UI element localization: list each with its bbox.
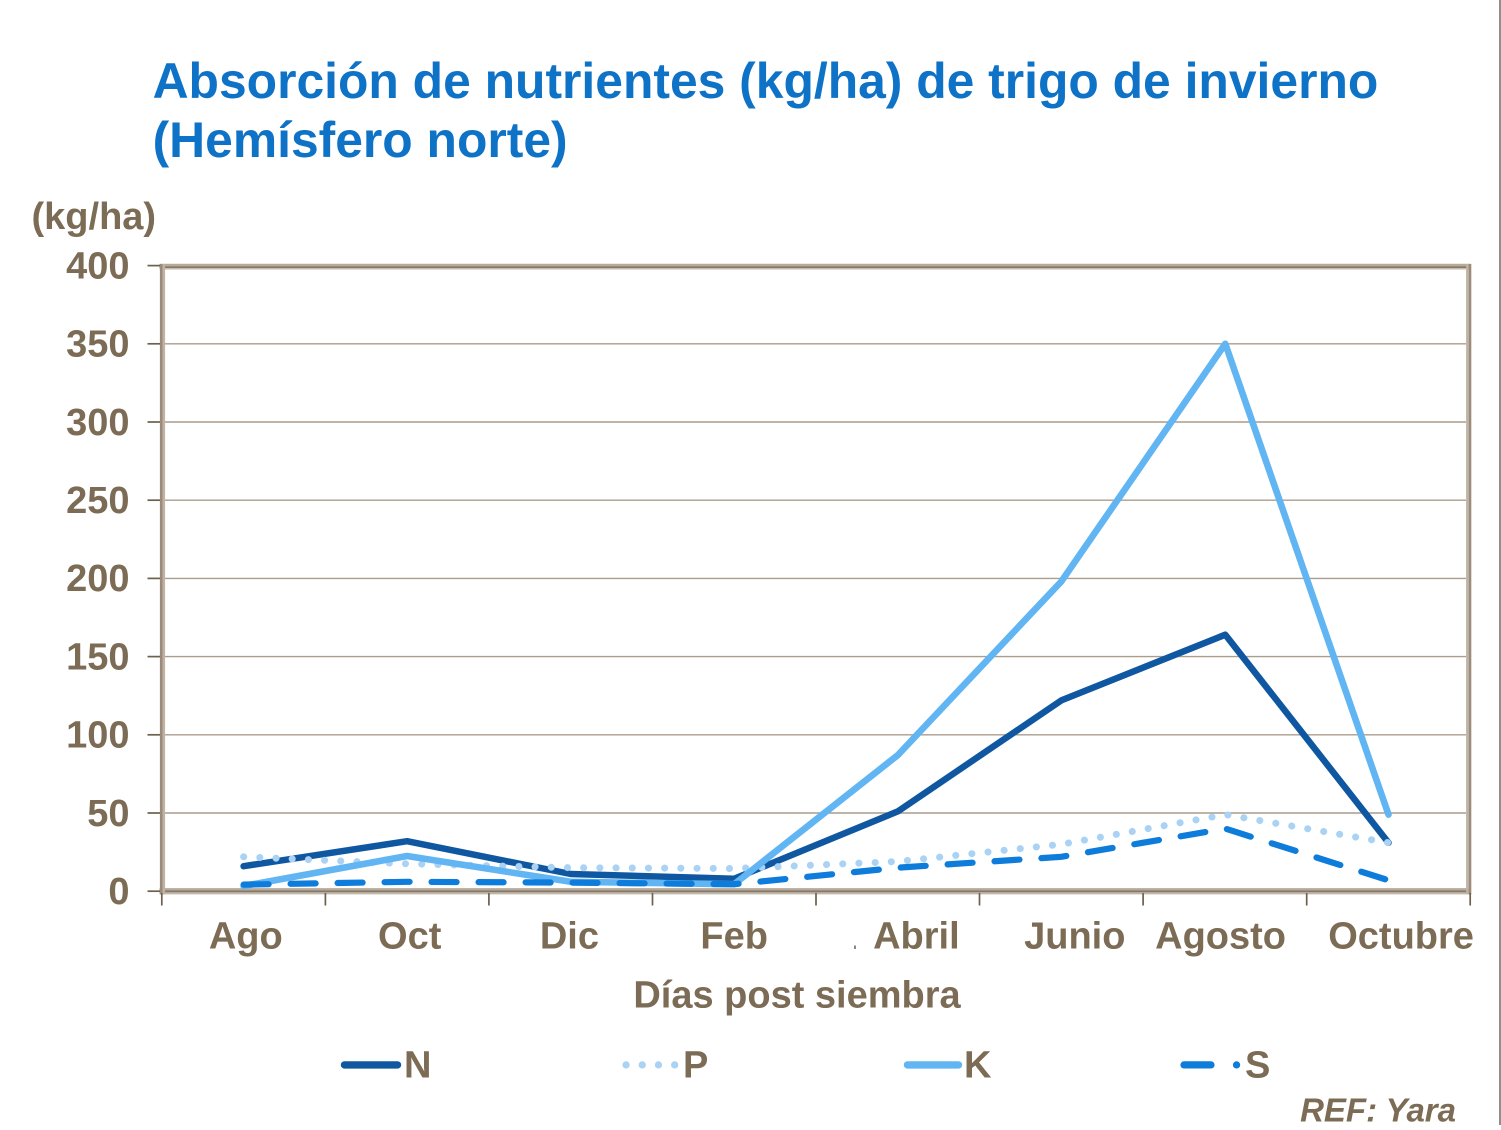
svg-text:(kg/ha): (kg/ha) [32,196,157,238]
svg-text:Agosto: Agosto [1155,916,1286,958]
svg-text:50: 50 [87,793,129,835]
svg-text:150: 150 [66,636,129,678]
svg-text:Dic: Dic [540,916,599,958]
svg-text:N: N [404,1044,431,1086]
svg-text:(Hemísfero norte): (Hemísfero norte) [153,112,568,168]
svg-text:350: 350 [66,324,129,366]
svg-text:Ago: Ago [209,916,283,958]
svg-text:K: K [964,1044,992,1086]
svg-text:100: 100 [66,715,129,757]
svg-text:Abril: Abril [873,916,960,958]
svg-text:300: 300 [66,402,129,444]
svg-text:Absorción de nutrientes (kg/ha: Absorción de nutrientes (kg/ha) de trigo… [153,53,1379,109]
svg-text:P: P [683,1044,708,1086]
svg-text:250: 250 [66,480,129,522]
svg-text:Junio: Junio [1024,916,1125,958]
svg-text:Oct: Oct [378,916,442,958]
svg-text:S: S [1245,1044,1270,1086]
svg-text:Feb: Feb [700,916,768,958]
svg-text:200: 200 [66,558,129,600]
svg-text:400: 400 [66,245,129,287]
svg-text:REF: Yara: REF: Yara [1300,1092,1456,1126]
svg-text:Días post siembra: Días post siembra [633,975,961,1017]
svg-text:Octubre: Octubre [1328,916,1474,958]
svg-text:0: 0 [108,871,129,913]
